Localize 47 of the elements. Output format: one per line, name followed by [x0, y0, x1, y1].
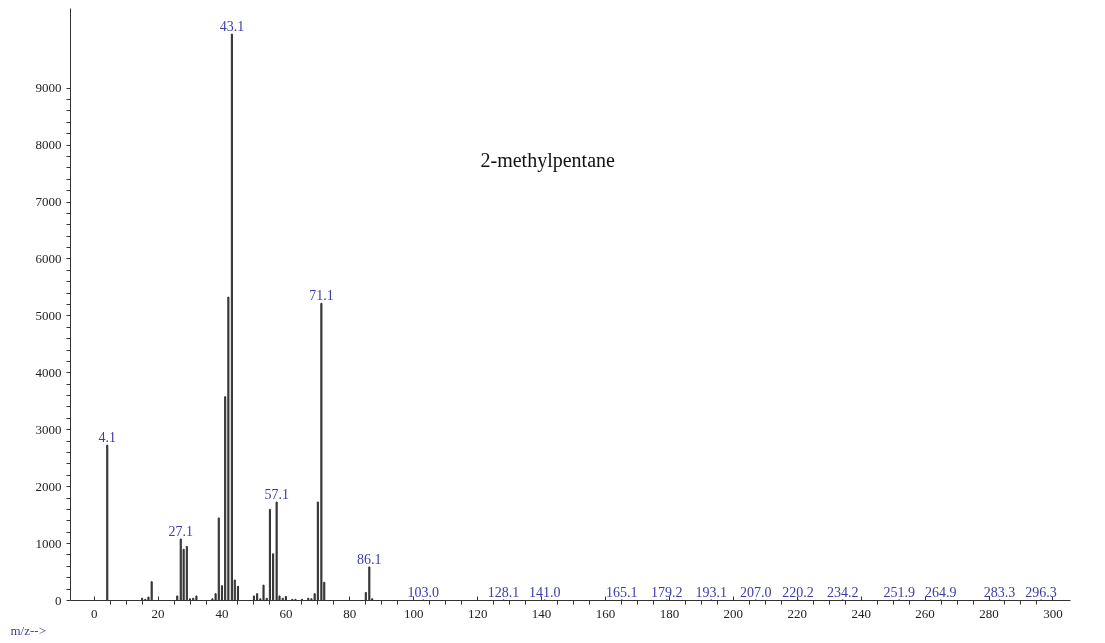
x-tick-label: 40: [215, 605, 229, 621]
y-tick-label: 8000: [35, 137, 62, 153]
x-tick-label: 300: [1043, 605, 1063, 621]
annotation: 27.1: [168, 524, 194, 540]
y-tick-label: 1000: [35, 535, 62, 551]
x-tick-label: 220: [787, 605, 807, 621]
y-tick-label: 9000: [35, 80, 62, 96]
annotation: 103.0: [407, 584, 440, 600]
x-tick-label: 60: [279, 605, 293, 621]
x-tick-label: 260: [915, 605, 935, 621]
x-tick-label: 180: [659, 605, 680, 621]
y-tick-label: 3000: [35, 421, 62, 437]
x-tick-label: 280: [979, 605, 999, 621]
annotation: 207.0: [739, 584, 772, 600]
annotation: 283.3: [983, 584, 1016, 600]
annotation: 128.1: [487, 584, 520, 600]
y-tick-label: 2000: [35, 478, 62, 494]
annotation: 220.2: [782, 584, 814, 600]
annotation: 193.1: [695, 584, 728, 600]
annotation: 179.2: [651, 584, 683, 600]
annotation: 141.0: [529, 584, 561, 600]
x-tick-label: 100: [403, 605, 424, 621]
x-tick-label: 200: [723, 605, 744, 621]
annotation: 251.9: [883, 584, 915, 600]
y-tick-label: 6000: [35, 250, 62, 266]
annotation: 165.1: [606, 584, 638, 600]
x-tick-label: 120: [467, 605, 488, 621]
y-tick-label: 4000: [35, 364, 62, 380]
x-tick-label: 0: [90, 605, 98, 621]
x-tick-label: 80: [343, 605, 357, 621]
x-tick-label: 140: [531, 605, 552, 621]
annotation: 43.1: [219, 19, 245, 35]
x-tick-label: 20: [151, 605, 165, 621]
annotation: 264.9: [925, 584, 957, 600]
annotation: 71.1: [309, 288, 334, 304]
annotation: 296.3: [1025, 584, 1057, 600]
annotation: 2-methylpentane: [480, 148, 616, 172]
x-tick-label: 160: [595, 605, 616, 621]
y-tick-label: 5000: [35, 307, 62, 323]
y-tick-label: 0: [55, 592, 62, 608]
y-tick-label: 7000: [35, 194, 62, 210]
x-tick-label: 240: [851, 605, 871, 621]
x-axis-title: m/z-->: [10, 622, 46, 638]
annotation: 86.1: [357, 551, 382, 567]
annotation: 57.1: [264, 487, 289, 503]
annotation: 234.2: [826, 584, 859, 600]
annotation: 4.1: [98, 430, 116, 446]
